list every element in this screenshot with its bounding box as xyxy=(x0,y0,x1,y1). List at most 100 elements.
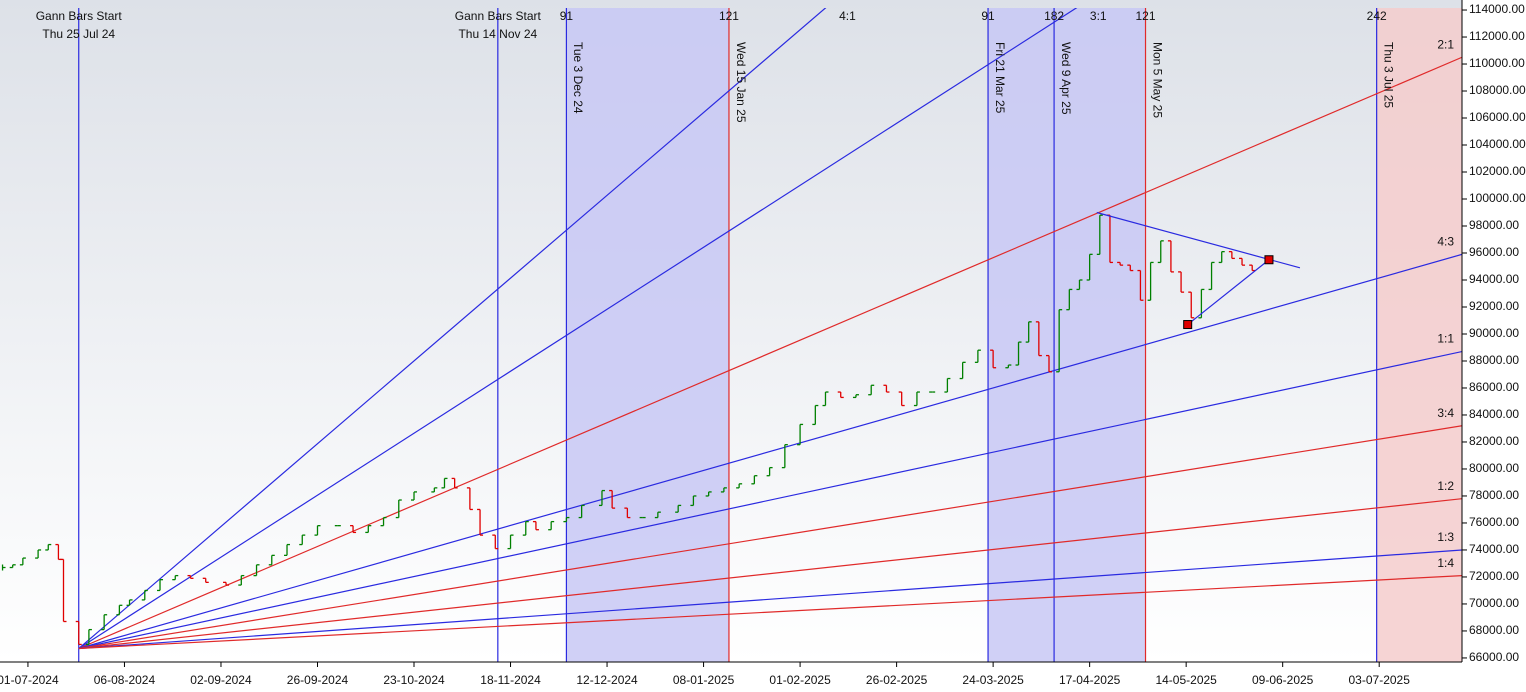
price-bar xyxy=(624,507,631,519)
price-bar xyxy=(822,391,829,407)
price-bar xyxy=(898,391,905,407)
price-bar xyxy=(314,525,321,536)
triangle-marker xyxy=(1264,255,1274,265)
y-tick-label: 84000.00 xyxy=(1469,407,1519,421)
price-bar xyxy=(812,404,819,426)
price-bar xyxy=(238,574,245,586)
x-tick-label: 02-09-2024 xyxy=(190,673,252,687)
y-tick-label: 90000.00 xyxy=(1469,326,1519,340)
y-tick-label: 76000.00 xyxy=(1469,515,1519,529)
gann-fan-line xyxy=(78,350,1462,650)
y-tick-label: 68000.00 xyxy=(1469,623,1519,637)
price-bar xyxy=(101,614,108,631)
price-bar xyxy=(85,628,92,646)
x-tick-label: 23-10-2024 xyxy=(383,673,445,687)
x-tick-label: 06-08-2024 xyxy=(94,673,156,687)
price-bar xyxy=(959,361,966,380)
price-bar xyxy=(9,564,16,569)
cycle-count: 121 xyxy=(1136,9,1156,23)
y-tick-label: 106000.00 xyxy=(1469,110,1526,124)
x-tick-label: 14-05-2025 xyxy=(1155,673,1217,687)
price-bar xyxy=(441,477,448,489)
price-bar xyxy=(411,491,418,501)
price-bar xyxy=(1157,240,1164,264)
price-bar xyxy=(507,534,514,550)
gann-fan-label: 1:4 xyxy=(1437,556,1454,570)
price-bar xyxy=(365,525,372,534)
price-bar xyxy=(1066,288,1073,311)
price-bar xyxy=(1096,214,1103,255)
price-bar xyxy=(944,377,951,393)
price-bar xyxy=(654,511,661,519)
cycle-count: 242 xyxy=(1367,9,1387,23)
y-tick-label: 108000.00 xyxy=(1469,83,1526,97)
y-tick-label: 94000.00 xyxy=(1469,272,1519,286)
price-bar xyxy=(172,574,179,581)
price-bar xyxy=(1188,291,1195,319)
price-bar xyxy=(1127,264,1134,272)
cycle-header: Gann Bars Start xyxy=(455,9,542,23)
price-bar xyxy=(578,504,585,519)
price-bar xyxy=(1167,240,1174,273)
cycle-header: Gann Bars Start xyxy=(36,9,123,23)
y-tick-label: 104000.00 xyxy=(1469,137,1526,151)
price-bar xyxy=(1178,271,1185,293)
x-tick-label: 26-02-2025 xyxy=(866,673,928,687)
gann-fan-line xyxy=(78,8,1078,650)
y-tick-label: 78000.00 xyxy=(1469,488,1519,502)
price-bar xyxy=(1,564,6,571)
price-bar xyxy=(1137,269,1144,301)
price-bar xyxy=(477,508,484,536)
price-bar xyxy=(736,483,743,489)
price-bar xyxy=(380,516,387,527)
price-bar xyxy=(1015,341,1022,366)
price-bar xyxy=(202,577,209,584)
price-bar xyxy=(797,423,804,446)
price-bar xyxy=(253,564,260,577)
y-tick-label: 100000.00 xyxy=(1469,191,1526,205)
y-tick-label: 86000.00 xyxy=(1469,380,1519,394)
gann-fan-label: 3:4 xyxy=(1437,406,1454,420)
price-bar xyxy=(395,499,402,519)
price-bar xyxy=(1117,261,1124,266)
y-tick-label: 82000.00 xyxy=(1469,434,1519,448)
price-bar xyxy=(35,549,42,559)
cycle-date: Thu 25 Jul 24 xyxy=(42,27,115,41)
y-tick-label: 74000.00 xyxy=(1469,542,1519,556)
price-bar xyxy=(126,599,133,606)
price-bar xyxy=(1005,364,1012,369)
price-bar xyxy=(990,349,997,369)
gann-fan-label: 4:3 xyxy=(1437,235,1454,249)
x-tick-label: 24-03-2025 xyxy=(962,673,1024,687)
gann-fan-label: 1:1 xyxy=(1437,332,1454,346)
y-tick-label: 102000.00 xyxy=(1469,164,1526,178)
price-bar xyxy=(868,384,875,396)
price-bar xyxy=(1056,309,1063,373)
price-bar xyxy=(883,384,890,393)
price-bar xyxy=(157,579,164,592)
x-tick-label: 01-02-2025 xyxy=(769,673,831,687)
price-bar xyxy=(451,477,458,489)
price-bar xyxy=(598,489,605,507)
y-tick-label: 72000.00 xyxy=(1469,569,1519,583)
price-bar xyxy=(60,558,67,623)
price-bar xyxy=(522,520,529,536)
cycle-count: 182 xyxy=(1044,9,1064,23)
price-bar xyxy=(852,394,859,399)
x-tick-label: 01-07-2024 xyxy=(0,673,59,687)
y-tick-label: 88000.00 xyxy=(1469,353,1519,367)
gann-fan-label: 4:1 xyxy=(839,9,856,23)
cycle-count: 91 xyxy=(981,9,995,23)
x-tick-label: 08-01-2025 xyxy=(673,673,735,687)
gann-fan-line xyxy=(78,56,1462,650)
price-bar xyxy=(837,391,844,399)
gann-fan-line xyxy=(78,575,1462,650)
cycle-date: Fri 21 Mar 25 xyxy=(993,42,1007,114)
price-bar xyxy=(268,554,275,566)
price-bar xyxy=(431,487,438,493)
price-bar xyxy=(223,581,230,586)
price-bar xyxy=(187,574,194,579)
gann-fan-label: 1:3 xyxy=(1437,530,1454,544)
cycle-band xyxy=(566,8,729,662)
